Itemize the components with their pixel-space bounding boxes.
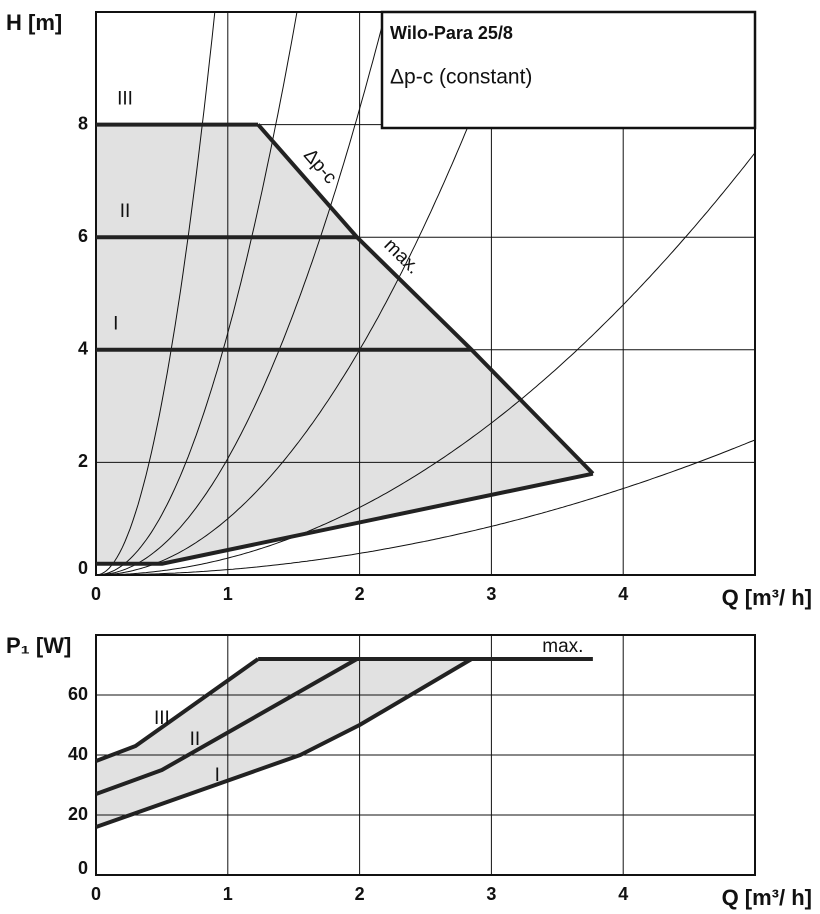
series-label: III	[117, 88, 133, 109]
y-axis-label: P₁ [W]	[6, 633, 71, 658]
y-tick-label: 4	[78, 339, 88, 359]
system-curve	[96, 12, 387, 575]
x-tick-label: 3	[486, 884, 496, 904]
system-curve	[96, 12, 514, 575]
operating-area	[96, 659, 472, 827]
x-tick-label: 3	[486, 584, 496, 604]
lower-limit-line	[96, 471, 594, 566]
y-axis-label: H [m]	[6, 10, 62, 35]
series-label: II	[190, 729, 201, 750]
title-box	[380, 10, 757, 130]
series-label: II	[120, 201, 131, 222]
x-tick-label: 2	[355, 884, 365, 904]
y-tick-label: 2	[78, 451, 88, 471]
operating-area	[96, 124, 593, 564]
system-curve	[96, 12, 298, 575]
x-tick-label: 0	[91, 584, 101, 604]
series-line	[95, 657, 473, 829]
system-curve	[96, 12, 216, 575]
series-line	[256, 123, 595, 476]
plot-frame	[95, 634, 756, 876]
series-label: III	[154, 708, 170, 729]
x-tick-label: 4	[618, 884, 628, 904]
x-tick-label: 1	[223, 884, 233, 904]
system-curve	[96, 152, 755, 575]
x-axis-label: Q [m³/ h]	[722, 885, 812, 910]
x-tick-label: 2	[355, 584, 365, 604]
y-tick-label: 6	[78, 226, 88, 246]
y-tick-label: 60	[68, 684, 88, 704]
series-line	[95, 657, 358, 796]
series-line	[95, 657, 260, 763]
system-curve	[96, 439, 755, 575]
y-tick-label: 20	[68, 804, 88, 824]
series-label: max.	[542, 636, 583, 657]
y-tick-label: 0	[78, 858, 88, 878]
system-curves	[96, 12, 755, 575]
y-tick-label: 8	[78, 113, 88, 133]
x-tick-label: 1	[223, 584, 233, 604]
x-tick-label: 4	[618, 584, 628, 604]
series-label: I	[113, 313, 118, 334]
y-tick-label: 0	[78, 558, 88, 578]
chart-subtitle: Δp-c (constant)	[390, 66, 532, 89]
x-tick-label: 0	[91, 884, 101, 904]
y-tick-label: 40	[68, 744, 88, 764]
chart-title: Wilo-Para 25/8	[390, 23, 513, 43]
x-axis-label: Q [m³/ h]	[722, 585, 812, 610]
series-label: I	[215, 765, 220, 786]
